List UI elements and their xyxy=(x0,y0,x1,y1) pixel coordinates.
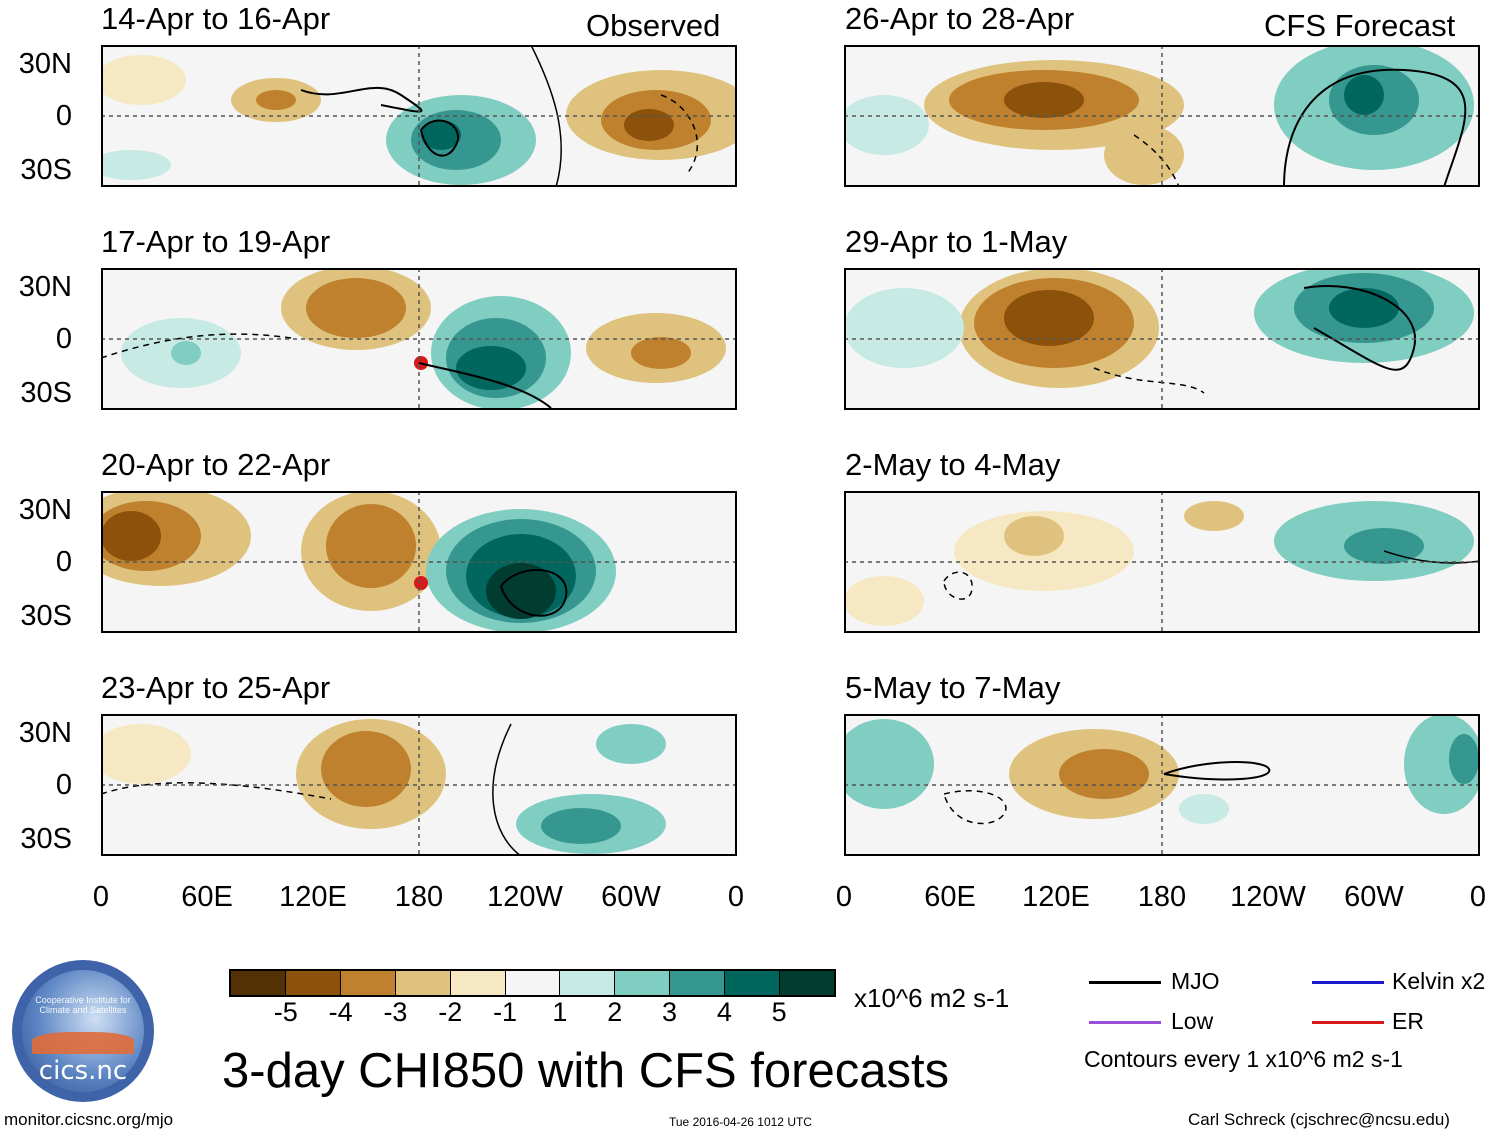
panel-title-obs-2: 17-Apr to 19-Apr xyxy=(101,224,331,259)
ytick-30s: 30S xyxy=(20,823,72,855)
map-obs-2 xyxy=(101,268,737,410)
colorbar-swatch xyxy=(231,971,285,995)
colorbar-swatch xyxy=(669,971,725,995)
xtick-60e: 60E xyxy=(924,881,976,913)
panel-title-obs-1: 14-Apr to 16-Apr xyxy=(101,1,331,36)
xtick-60w: 60W xyxy=(1344,881,1404,913)
map-fc-3 xyxy=(844,491,1480,633)
colorbar-tick-label: 4 xyxy=(716,997,732,1027)
ytick-0: 0 xyxy=(55,323,72,355)
xtick-120e: 120E xyxy=(279,881,347,913)
colorbar-swatch xyxy=(504,971,560,995)
colorbar-swatch xyxy=(614,971,670,995)
legend-er-label: ER xyxy=(1392,1008,1424,1034)
colorbar-swatch xyxy=(559,971,615,995)
colorbar-tick-label: -5 xyxy=(273,997,298,1027)
forecast-header: CFS Forecast xyxy=(1264,8,1456,43)
xtick-0-end: 0 xyxy=(1469,881,1487,913)
panel-title-fc-3: 2-May to 4-May xyxy=(845,447,1061,482)
logo-arc-text: Cooperative Institute for Climate and Sa… xyxy=(35,995,131,1015)
ytick-0: 0 xyxy=(55,100,72,132)
colorbar-tick-label: 2 xyxy=(607,997,623,1027)
logo-text: cics.nc xyxy=(38,1056,128,1086)
xtick-180: 180 xyxy=(394,881,444,913)
xtick-0: 0 xyxy=(92,881,110,913)
ytick-30n: 30N xyxy=(18,48,72,80)
map-fc-4 xyxy=(844,714,1480,856)
map-fc-2 xyxy=(844,268,1480,410)
xtick-60w: 60W xyxy=(601,881,661,913)
observed-header: Observed xyxy=(586,8,721,43)
xtick-120w: 120W xyxy=(487,881,563,913)
map-obs-1 xyxy=(101,45,737,187)
colorbar-tick-label: -2 xyxy=(438,997,463,1027)
legend-kelvin-label: Kelvin x2 xyxy=(1392,968,1486,994)
colorbar-swatch xyxy=(284,971,340,995)
legend-low-label: Low xyxy=(1171,1008,1214,1034)
colorbar-swatch xyxy=(339,971,395,995)
colorbar-swatch xyxy=(449,971,505,995)
colorbar-swatch xyxy=(779,971,834,995)
colorbar-tick-label: -1 xyxy=(493,997,518,1027)
footer-author: Carl Schreck (cjschrec@ncsu.edu) xyxy=(1188,1110,1450,1129)
colorbar-tick-label: -3 xyxy=(383,997,408,1027)
colorbar-swatch xyxy=(724,971,780,995)
contour-note: Contours every 1 x10^6 m2 s-1 xyxy=(1084,1046,1403,1072)
footer-timestamp: Tue 2016-04-26 1012 UTC xyxy=(669,1115,812,1129)
colorbar-tick-label: 5 xyxy=(771,997,787,1027)
colorbar-units: x10^6 m2 s-1 xyxy=(854,983,1010,1013)
colorbar xyxy=(229,969,836,997)
map-fc-1 xyxy=(844,45,1480,187)
legend-er-line xyxy=(1312,1021,1384,1024)
legend-mjo-label: MJO xyxy=(1171,968,1220,994)
colorbar-tick-label: 3 xyxy=(662,997,678,1027)
legend-low-line xyxy=(1089,1021,1161,1024)
panel-title-fc-2: 29-Apr to 1-May xyxy=(845,224,1068,259)
main-title: 3-day CHI850 with CFS forecasts xyxy=(222,1044,950,1098)
xtick-0: 0 xyxy=(835,881,853,913)
panel-title-fc-1: 26-Apr to 28-Apr xyxy=(845,1,1075,36)
cicsnc-logo: cics.nc Cooperative Institute for Climat… xyxy=(12,960,154,1102)
panel-title-obs-4: 23-Apr to 25-Apr xyxy=(101,670,331,705)
legend-mjo-line xyxy=(1089,981,1161,984)
ytick-30n: 30N xyxy=(18,271,72,303)
colorbar-swatch xyxy=(394,971,450,995)
ytick-30s: 30S xyxy=(20,600,72,632)
ytick-0: 0 xyxy=(55,546,72,578)
footer-url: monitor.cicsnc.org/mjo xyxy=(4,1110,174,1129)
colorbar-tick-label: 1 xyxy=(552,997,568,1027)
ytick-0: 0 xyxy=(55,769,72,801)
ytick-30s: 30S xyxy=(20,154,72,186)
ytick-30n: 30N xyxy=(18,717,72,749)
xtick-180: 180 xyxy=(1137,881,1187,913)
ytick-30n: 30N xyxy=(18,494,72,526)
xtick-120e: 120E xyxy=(1022,881,1090,913)
panel-title-obs-3: 20-Apr to 22-Apr xyxy=(101,447,331,482)
colorbar-tick-label: -4 xyxy=(328,997,353,1027)
map-obs-3 xyxy=(101,491,737,633)
xtick-120w: 120W xyxy=(1230,881,1306,913)
ytick-30s: 30S xyxy=(20,377,72,409)
xtick-60e: 60E xyxy=(181,881,233,913)
panel-title-fc-4: 5-May to 7-May xyxy=(845,670,1061,705)
legend-kelvin-line xyxy=(1312,981,1384,984)
map-obs-4 xyxy=(101,714,737,856)
xtick-0-end: 0 xyxy=(727,881,745,913)
